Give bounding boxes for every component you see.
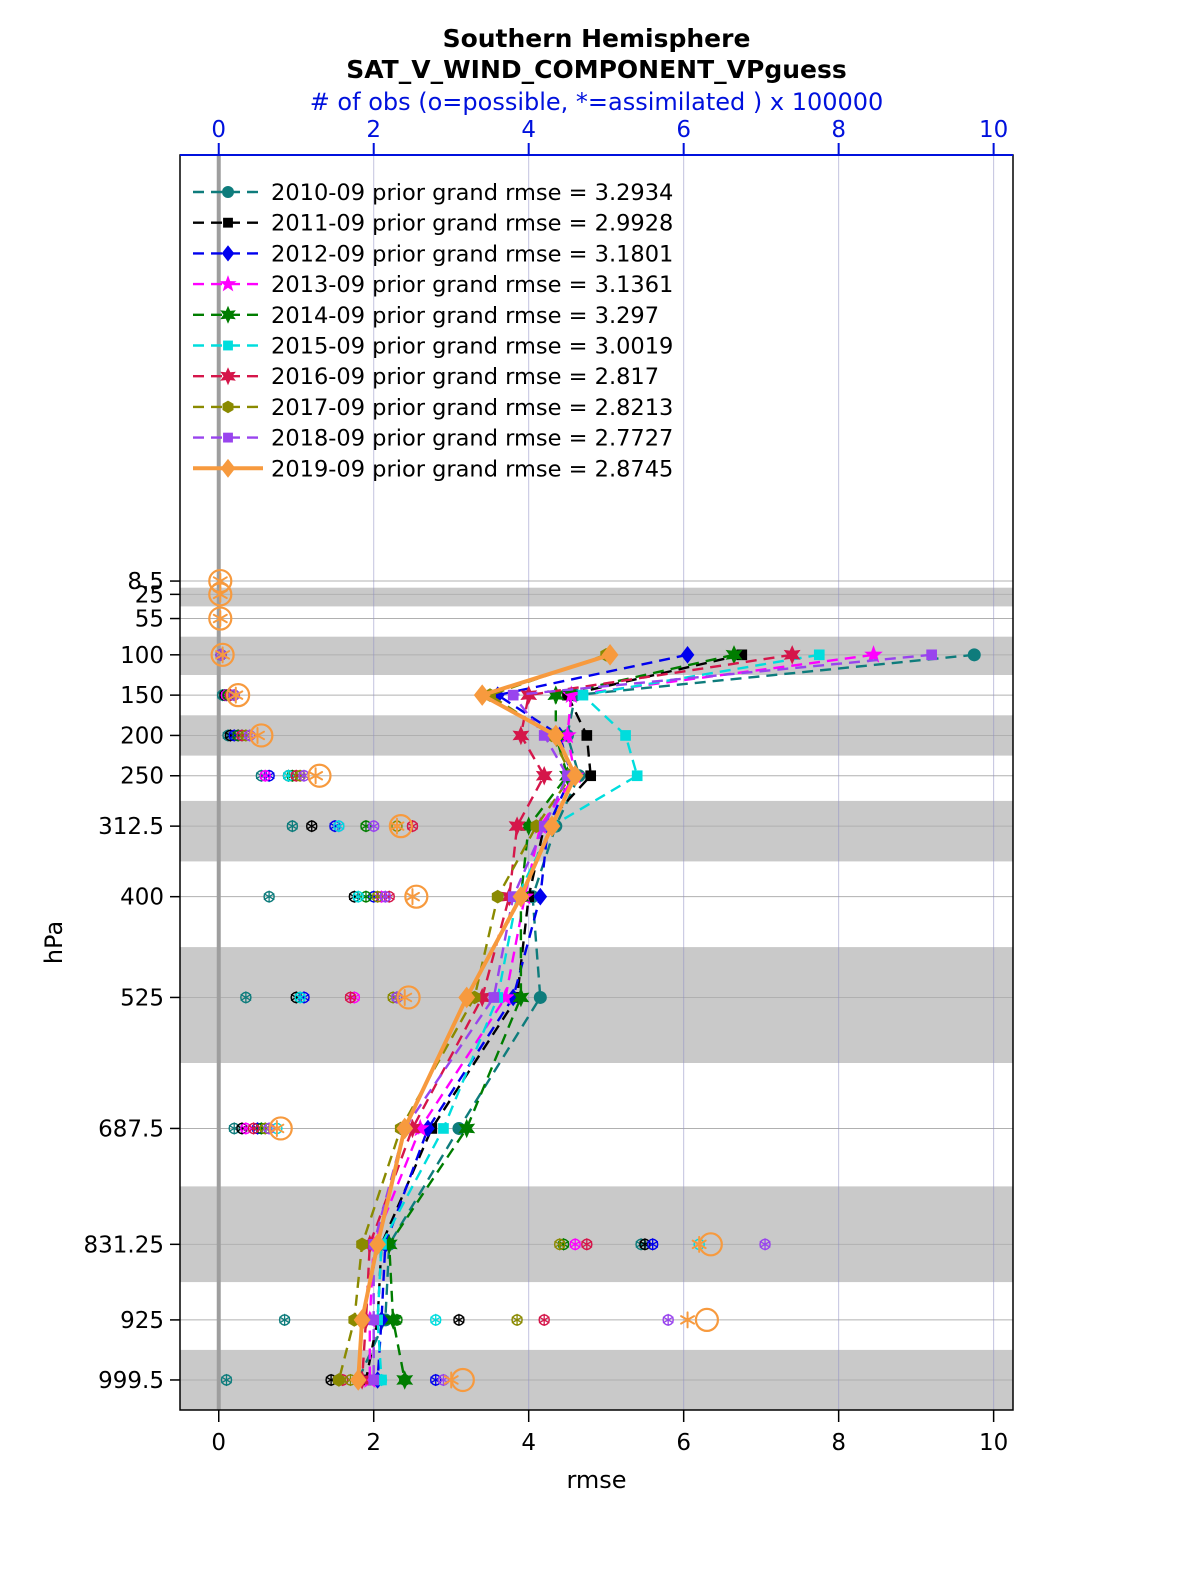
- svg-text:2018-09 prior grand rmse = 2.7: 2018-09 prior grand rmse = 2.7727: [271, 426, 673, 452]
- legend-item-2014-09: 2014-09 prior grand rmse = 3.297: [193, 303, 659, 329]
- svg-text:4: 4: [521, 1430, 536, 1456]
- svg-text:6: 6: [676, 117, 691, 143]
- legend: 2010-09 prior grand rmse = 3.2934 2011-09…: [193, 180, 673, 482]
- top-axis-label: # of obs (o=possible, *=assimilated ) x …: [309, 88, 884, 116]
- svg-text:831.25: 831.25: [84, 1232, 164, 1258]
- svg-text:10: 10: [979, 117, 1008, 143]
- legend-item-2017-09: 2017-09 prior grand rmse = 2.8213: [193, 395, 673, 421]
- svg-text:2016-09 prior grand rmse = 2.8: 2016-09 prior grand rmse = 2.817: [271, 364, 659, 390]
- chart-subtitle: SAT_V_WIND_COMPONENT_VPguess: [346, 55, 847, 84]
- legend-item-2012-09: 2012-09 prior grand rmse = 3.1801: [193, 241, 673, 267]
- svg-text:8: 8: [831, 117, 846, 143]
- svg-text:999.5: 999.5: [98, 1368, 164, 1394]
- svg-text:0: 0: [211, 117, 226, 143]
- svg-text:2011-09 prior grand rmse = 2.9: 2011-09 prior grand rmse = 2.9928: [271, 211, 673, 237]
- legend-item-2011-09: 2011-09 prior grand rmse = 2.9928: [193, 211, 673, 237]
- svg-text:4: 4: [521, 117, 536, 143]
- svg-text:2015-09 prior grand rmse = 3.0: 2015-09 prior grand rmse = 3.0019: [271, 334, 673, 360]
- svg-text:250: 250: [120, 764, 164, 790]
- svg-text:2010-09 prior grand rmse = 3.2: 2010-09 prior grand rmse = 3.2934: [271, 180, 673, 206]
- svg-text:150: 150: [120, 683, 164, 709]
- svg-text:2: 2: [366, 117, 381, 143]
- series-line-2019-09: [349, 644, 619, 1391]
- svg-text:55: 55: [135, 607, 164, 633]
- x-axis-ticks: 0 2 4 6 8 10: [211, 1410, 1008, 1456]
- svg-text:2017-09 prior grand rmse = 2.8: 2017-09 prior grand rmse = 2.8213: [271, 395, 673, 421]
- axis-labels: rmse hPa: [40, 921, 627, 1494]
- svg-text:687.5: 687.5: [98, 1116, 164, 1142]
- svg-text:2012-09 prior grand rmse = 3.1: 2012-09 prior grand rmse = 3.1801: [271, 241, 673, 267]
- svg-text:200: 200: [120, 723, 164, 749]
- svg-text:925: 925: [120, 1308, 164, 1334]
- y-axis-label: hPa: [40, 921, 68, 964]
- grid-lines: [180, 155, 1013, 1410]
- svg-text:25: 25: [135, 582, 164, 608]
- svg-text:2: 2: [366, 1430, 381, 1456]
- x-axis-label: rmse: [566, 1466, 626, 1494]
- svg-text:6: 6: [676, 1430, 691, 1456]
- svg-text:2014-09 prior grand rmse = 3.2: 2014-09 prior grand rmse = 3.297: [271, 303, 659, 329]
- svg-text:2019-09 prior grand rmse = 2.8: 2019-09 prior grand rmse = 2.8745: [271, 456, 673, 482]
- chart-title: Southern Hemisphere: [442, 24, 751, 53]
- legend-item-2015-09: 2015-09 prior grand rmse = 3.0019: [193, 334, 673, 360]
- legend-item-2016-09: 2016-09 prior grand rmse = 2.817: [193, 364, 659, 390]
- svg-text:10: 10: [979, 1430, 1008, 1456]
- svg-text:312.5: 312.5: [98, 814, 164, 840]
- legend-item-2013-09: 2013-09 prior grand rmse = 3.1361: [193, 272, 673, 298]
- legend-item-2018-09: 2018-09 prior grand rmse = 2.7727: [193, 426, 673, 452]
- svg-text:400: 400: [120, 885, 164, 911]
- svg-text:8.5: 8.5: [127, 569, 164, 595]
- legend-item-2010-09: 2010-09 prior grand rmse = 3.2934: [193, 180, 673, 206]
- obs-markers-2019-09: [208, 568, 723, 1393]
- svg-text:2013-09 prior grand rmse = 3.1: 2013-09 prior grand rmse = 3.1361: [271, 272, 673, 298]
- legend-item-2019-09: 2019-09 prior grand rmse = 2.8745: [193, 456, 673, 482]
- svg-text:8: 8: [831, 1430, 846, 1456]
- svg-text:525: 525: [120, 985, 164, 1011]
- top-axis-ticks: 0 2 4 6 8 10: [211, 117, 1008, 155]
- axes: [179, 154, 1014, 1411]
- svg-text:0: 0: [211, 1430, 226, 1456]
- svg-text:100: 100: [120, 643, 164, 669]
